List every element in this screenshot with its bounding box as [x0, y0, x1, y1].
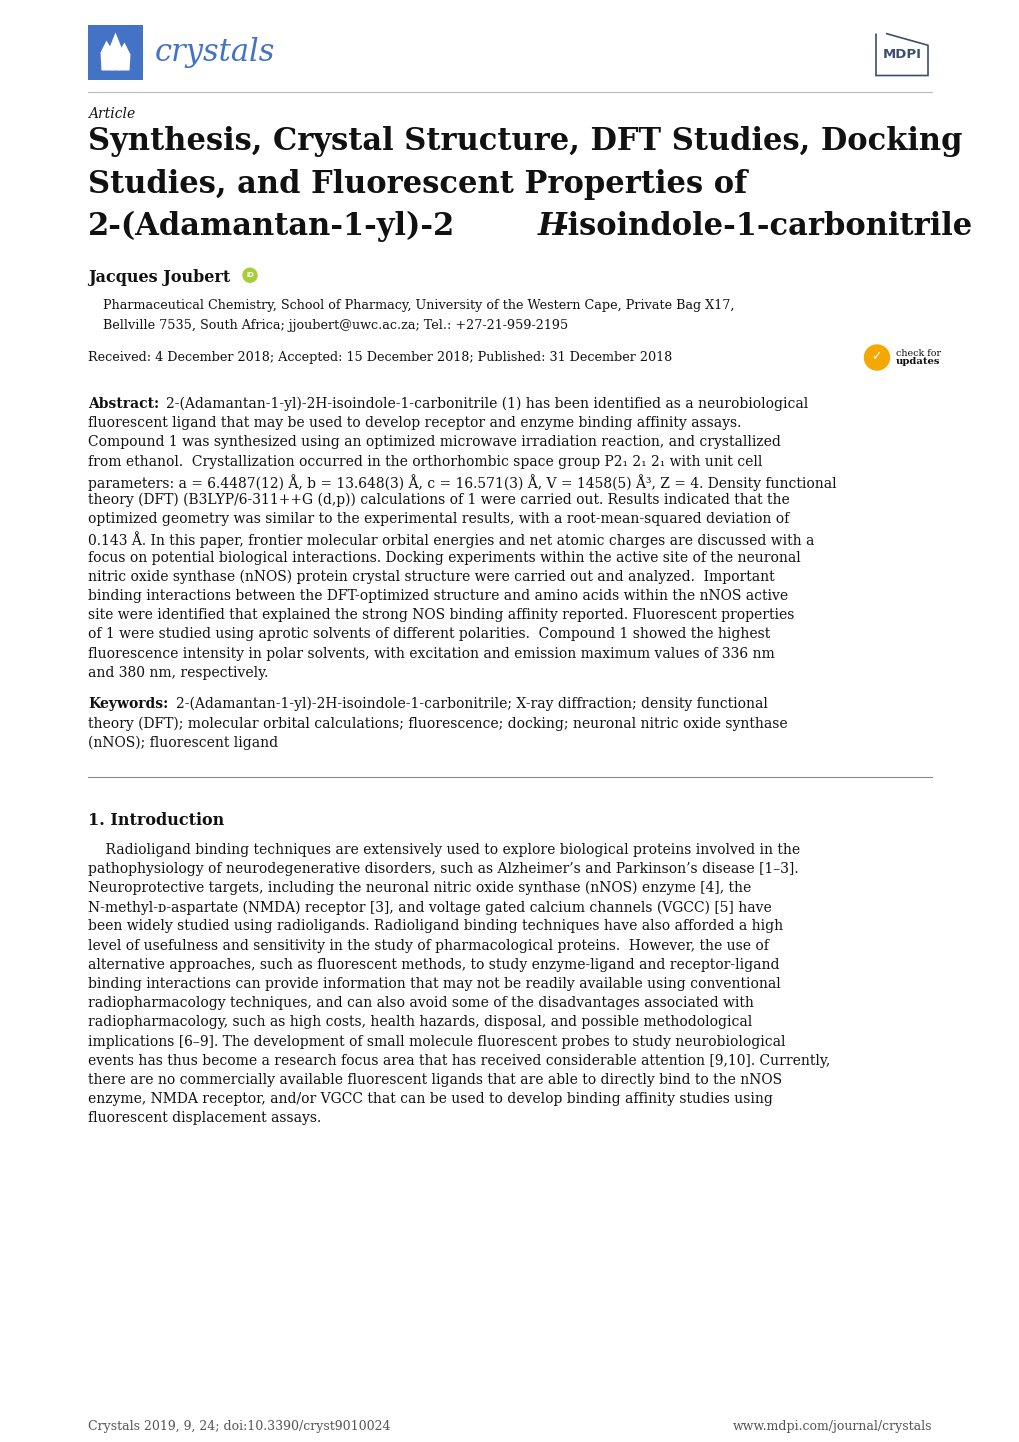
Text: binding interactions between the DFT-optimized structure and amino acids within : binding interactions between the DFT-opt… [88, 588, 788, 603]
Text: and 380 nm, respectively.: and 380 nm, respectively. [88, 666, 268, 679]
Text: been widely studied using radioligands. Radioligand binding techniques have also: been widely studied using radioligands. … [88, 920, 783, 933]
Text: theory (DFT) (B3LYP/6-311++G (d,p)) calculations of 1 were carried out. Results : theory (DFT) (B3LYP/6-311++G (d,p)) calc… [88, 493, 789, 508]
Text: radiopharmacology, such as high costs, health hazards, disposal, and possible me: radiopharmacology, such as high costs, h… [88, 1015, 752, 1030]
Text: site were identified that explained the strong NOS binding affinity reported. Fl: site were identified that explained the … [88, 609, 794, 622]
Text: level of usefulness and sensitivity in the study of pharmacological proteins.  H: level of usefulness and sensitivity in t… [88, 939, 768, 953]
Text: Compound 1 was synthesized using an optimized microwave irradiation reaction, an: Compound 1 was synthesized using an opti… [88, 435, 781, 450]
Text: MDPI: MDPI [881, 48, 920, 61]
Text: fluorescence intensity in polar solvents, with excitation and emission maximum v: fluorescence intensity in polar solvents… [88, 646, 774, 660]
Text: fluorescent ligand that may be used to develop receptor and enzyme binding affin: fluorescent ligand that may be used to d… [88, 417, 741, 430]
Text: iD: iD [246, 273, 254, 278]
Text: N-methyl-ᴅ-aspartate (NMDA) receptor [3], and voltage gated calcium channels (VG: N-methyl-ᴅ-aspartate (NMDA) receptor [3]… [88, 900, 771, 914]
Text: Neuroprotective targets, including the neuronal nitric oxide synthase (nNOS) enz: Neuroprotective targets, including the n… [88, 881, 751, 895]
Text: events has thus become a research focus area that has received considerable atte: events has thus become a research focus … [88, 1054, 829, 1067]
Text: alternative approaches, such as fluorescent methods, to study enzyme-ligand and : alternative approaches, such as fluoresc… [88, 957, 779, 972]
Text: ✓: ✓ [870, 350, 880, 363]
Text: fluorescent displacement assays.: fluorescent displacement assays. [88, 1112, 321, 1125]
Text: of 1 were studied using aprotic solvents of different polarities.  Compound 1 sh: of 1 were studied using aprotic solvents… [88, 627, 769, 642]
Polygon shape [118, 42, 130, 71]
Text: Bellville 7535, South Africa; jjoubert@uwc.ac.za; Tel.: +27-21-959-2195: Bellville 7535, South Africa; jjoubert@u… [103, 320, 568, 333]
Text: implications [6–9]. The development of small molecule fluorescent probes to stud: implications [6–9]. The development of s… [88, 1034, 785, 1048]
Text: there are no commercially available fluorescent ligands that are able to directl: there are no commercially available fluo… [88, 1073, 782, 1087]
Text: updates: updates [895, 358, 940, 366]
FancyBboxPatch shape [88, 25, 143, 79]
Text: optimized geometry was similar to the experimental results, with a root-mean-squ: optimized geometry was similar to the ex… [88, 512, 789, 526]
Text: radiopharmacology techniques, and can also avoid some of the disadvantages assoc: radiopharmacology techniques, and can al… [88, 996, 753, 1011]
Text: parameters: a = 6.4487(12) Å, b = 13.648(3) Å, c = 16.571(3) Å, V = 1458(5) Å³, : parameters: a = 6.4487(12) Å, b = 13.648… [88, 474, 836, 490]
Text: Radioligand binding techniques are extensively used to explore biological protei: Radioligand binding techniques are exten… [88, 842, 799, 857]
Text: Abstract:: Abstract: [88, 397, 159, 411]
Text: focus on potential biological interactions. Docking experiments within the activ: focus on potential biological interactio… [88, 551, 800, 565]
Text: Article: Article [88, 107, 136, 121]
Text: Pharmaceutical Chemistry, School of Pharmacy, University of the Western Cape, Pr: Pharmaceutical Chemistry, School of Phar… [103, 298, 734, 311]
Text: Crystals 2019, 9, 24; doi:10.3390/cryst9010024: Crystals 2019, 9, 24; doi:10.3390/cryst9… [88, 1420, 390, 1433]
Text: (nNOS); fluorescent ligand: (nNOS); fluorescent ligand [88, 735, 278, 750]
Circle shape [864, 345, 889, 371]
Text: from ethanol.  Crystallization occurred in the orthorhombic space group P2₁ 2₁ 2: from ethanol. Crystallization occurred i… [88, 454, 761, 469]
Text: Synthesis, Crystal Structure, DFT Studies, Docking: Synthesis, Crystal Structure, DFT Studie… [88, 125, 962, 157]
Text: binding interactions can provide information that may not be readily available u: binding interactions can provide informa… [88, 978, 780, 991]
Text: H: H [537, 211, 567, 242]
Polygon shape [101, 40, 112, 71]
Text: enzyme, NMDA receptor, and/or VGCC that can be used to develop binding affinity : enzyme, NMDA receptor, and/or VGCC that … [88, 1092, 772, 1106]
Circle shape [243, 268, 257, 283]
Text: nitric oxide synthase (nNOS) protein crystal structure were carried out and anal: nitric oxide synthase (nNOS) protein cry… [88, 570, 773, 584]
Text: 1. Introduction: 1. Introduction [88, 812, 224, 829]
Text: 2-(Adamantan-1-yl)-2H-isoindole-1-carbonitrile (1) has been identified as a neur: 2-(Adamantan-1-yl)-2H-isoindole-1-carbon… [166, 397, 807, 411]
Text: Received: 4 December 2018; Accepted: 15 December 2018; Published: 31 December 20: Received: 4 December 2018; Accepted: 15 … [88, 350, 672, 363]
Text: www.mdpi.com/journal/crystals: www.mdpi.com/journal/crystals [732, 1420, 931, 1433]
Text: Studies, and Fluorescent Properties of: Studies, and Fluorescent Properties of [88, 169, 747, 199]
Text: Keywords:: Keywords: [88, 696, 168, 711]
Text: check for: check for [895, 349, 940, 358]
Text: theory (DFT); molecular orbital calculations; fluorescence; docking; neuronal ni: theory (DFT); molecular orbital calculat… [88, 717, 787, 731]
Text: 2-(Adamantan-1-yl)-2: 2-(Adamantan-1-yl)-2 [88, 211, 454, 242]
Text: -isoindole-1-carbonitrile: -isoindole-1-carbonitrile [555, 211, 972, 242]
Text: 0.143 Å. In this paper, frontier molecular orbital energies and net atomic charg: 0.143 Å. In this paper, frontier molecul… [88, 532, 813, 548]
Text: Jacques Joubert: Jacques Joubert [88, 270, 230, 286]
Text: 2-(Adamantan-1-yl)-2H-isoindole-1-carbonitrile; X-ray diffraction; density funct: 2-(Adamantan-1-yl)-2H-isoindole-1-carbon… [176, 696, 767, 711]
Text: pathophysiology of neurodegenerative disorders, such as Alzheimer’s and Parkinso: pathophysiology of neurodegenerative dis… [88, 862, 798, 875]
Text: crystals: crystals [155, 37, 275, 68]
Polygon shape [109, 33, 121, 71]
